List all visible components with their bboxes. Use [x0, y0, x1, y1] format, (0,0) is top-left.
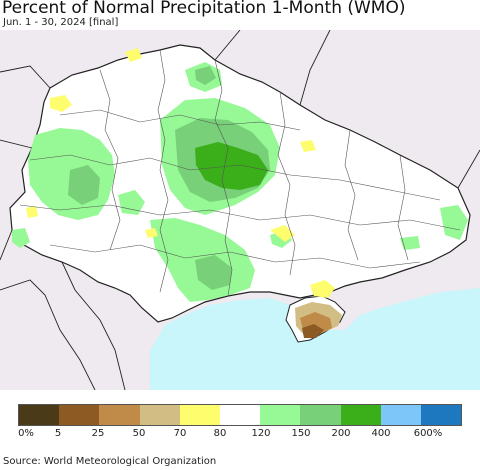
legend-label: 80 [213, 428, 227, 439]
legend-labels: 0% 5 25 50 70 80 120 150 200 400 600% [0, 428, 480, 442]
legend-label: 25 [91, 428, 105, 439]
map-title: Percent of Normal Precipitation 1-Month … [2, 0, 406, 18]
legend-label: 5 [54, 428, 62, 439]
legend-label: 50 [132, 428, 146, 439]
oblast-boundaries [19, 49, 461, 297]
legend-swatch-5 [219, 405, 261, 425]
black-sea [150, 288, 480, 390]
legend-label: 200 [331, 428, 351, 439]
legend-swatch-2 [99, 405, 140, 425]
legend-label: 600% [413, 428, 443, 439]
legend-label: 0% [18, 428, 34, 439]
legend-swatch-7 [300, 405, 341, 425]
source-credit: Source: World Meteorological Organizatio… [3, 456, 217, 467]
map-subtitle: Jun. 1 - 30, 2024 [final] [3, 17, 119, 28]
legend-label: 120 [251, 428, 271, 439]
country-borders [0, 30, 480, 390]
legend-label: 150 [291, 428, 311, 439]
legend-label: 70 [173, 428, 187, 439]
legend-swatch-9 [380, 405, 421, 425]
precip-dry-crimea [295, 302, 342, 338]
legend-color-bar [18, 404, 462, 426]
legend-swatch-6 [260, 405, 301, 425]
precip-70-80 [26, 48, 335, 298]
legend-swatch-0 [19, 405, 60, 425]
legend-swatch-4 [179, 405, 220, 425]
precipitation-map [0, 30, 480, 390]
legend-swatch-10 [420, 405, 462, 425]
legend-swatch-3 [139, 405, 180, 425]
legend-swatch-8 [340, 405, 381, 425]
legend-swatch-1 [59, 405, 100, 425]
legend-label: 400 [371, 428, 391, 439]
